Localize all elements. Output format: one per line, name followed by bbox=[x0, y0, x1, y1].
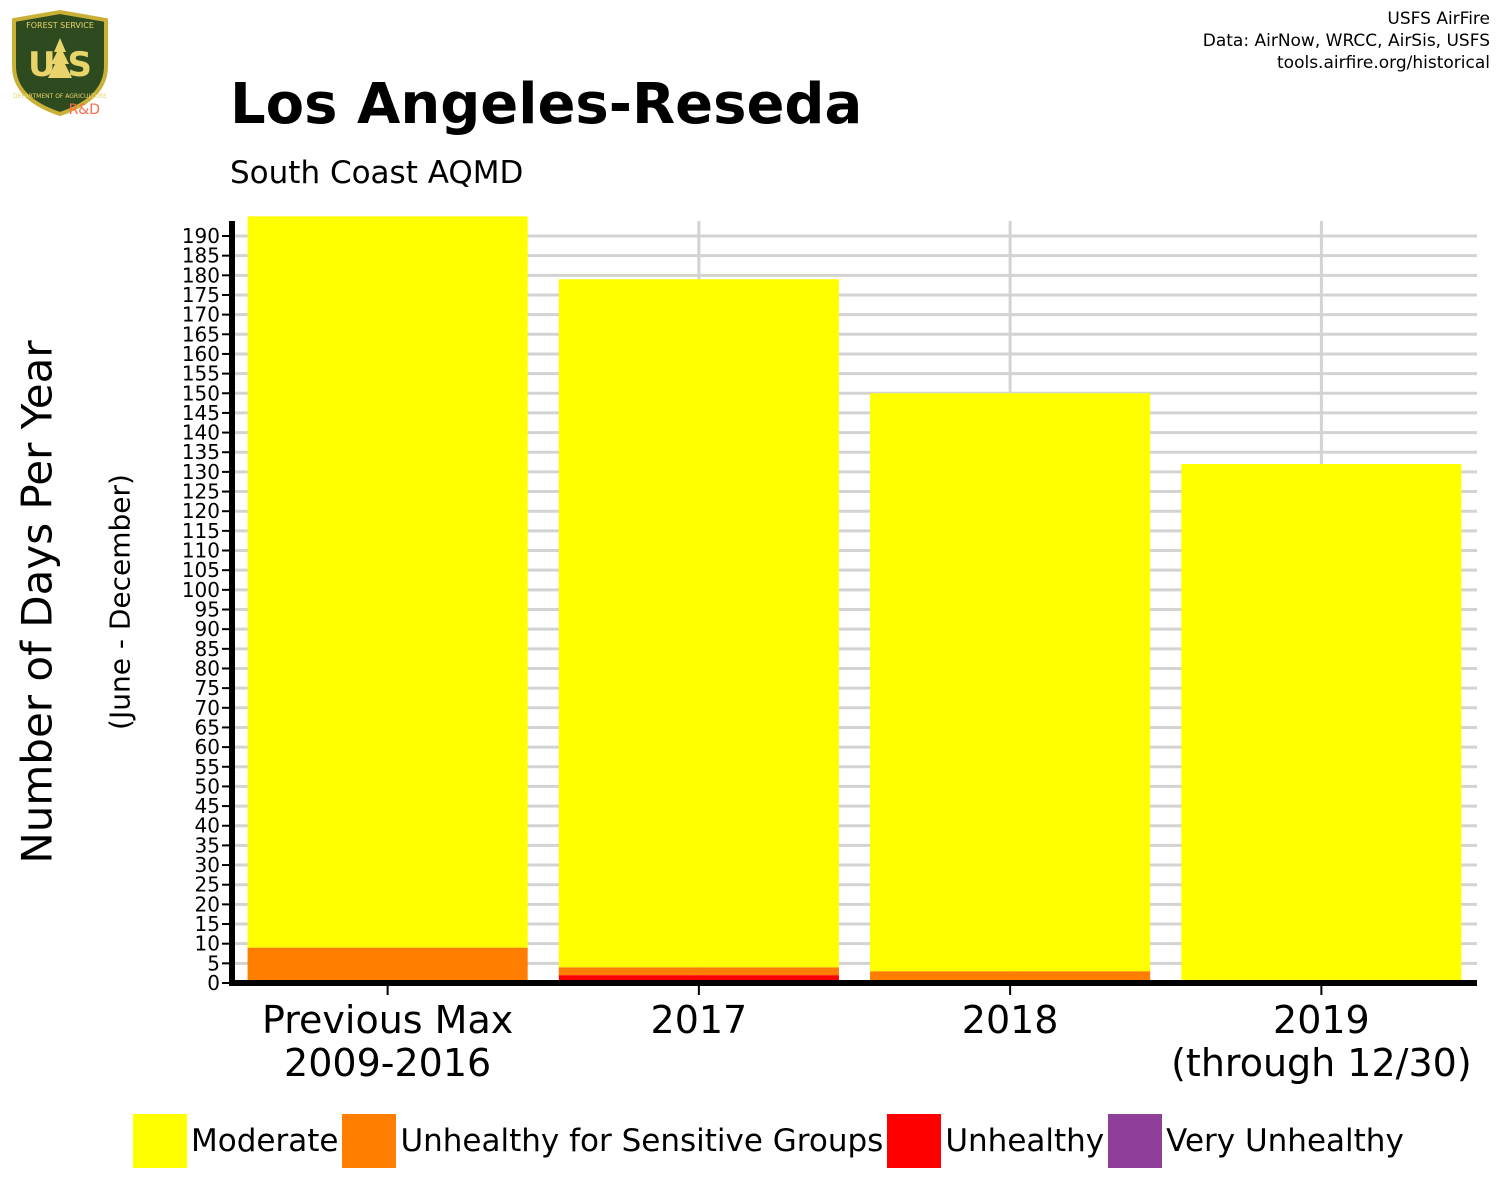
legend-item: Moderate bbox=[133, 1114, 338, 1168]
y-tick-label: 100 bbox=[182, 578, 220, 602]
y-tick-label: 90 bbox=[195, 617, 220, 641]
legend-label: Moderate bbox=[191, 1123, 339, 1159]
y-tick-label: 110 bbox=[182, 539, 220, 563]
legend-label: Unhealthy for Sensitive Groups bbox=[400, 1123, 884, 1159]
x-tick-label: Previous Max bbox=[262, 998, 513, 1042]
y-tick-label: 15 bbox=[195, 912, 220, 936]
y-tick-label: 175 bbox=[182, 283, 220, 307]
y-tick-label: 70 bbox=[195, 696, 220, 720]
x-tick-label: 2009-2016 bbox=[284, 1041, 491, 1085]
y-tick-label: 65 bbox=[195, 715, 220, 739]
y-tick-label: 140 bbox=[182, 421, 220, 445]
y-tick-label: 50 bbox=[195, 774, 220, 798]
y-tick-label: 5 bbox=[207, 951, 220, 975]
y-tick-label: 45 bbox=[195, 794, 220, 818]
y-tick-label: 35 bbox=[195, 833, 220, 857]
chart-legend: Moderate Unhealthy for Sensitive Groups Un… bbox=[133, 1114, 1408, 1168]
y-tick-label: 120 bbox=[182, 499, 220, 523]
y-tick-label: 115 bbox=[182, 519, 220, 543]
credit-line: tools.airfire.org/historical bbox=[1277, 53, 1490, 73]
y-tick-label: 135 bbox=[182, 440, 220, 464]
chart-subtitle: South Coast AQMD bbox=[230, 155, 524, 191]
y-tick-label: 10 bbox=[195, 932, 220, 956]
bar-segment bbox=[247, 216, 528, 948]
y-tick-label: 20 bbox=[195, 892, 220, 916]
y-tick-label: 180 bbox=[182, 263, 220, 287]
legend-swatch bbox=[133, 1114, 187, 1168]
y-tick-label: 60 bbox=[195, 735, 220, 759]
x-tick-label: (through 12/30) bbox=[1171, 1041, 1472, 1085]
legend-swatch bbox=[342, 1114, 397, 1168]
legend-item: Unhealthy for Sensitive Groups bbox=[342, 1114, 883, 1168]
legend-swatch bbox=[887, 1114, 942, 1168]
y-tick-label: 75 bbox=[195, 676, 220, 700]
legend-swatch bbox=[1108, 1114, 1163, 1168]
bar-segment bbox=[558, 975, 839, 983]
usfs-shield-logo: FOREST SERVICE U S DEPARTMENT OF AGRICUL… bbox=[8, 8, 112, 118]
bar-segment bbox=[558, 967, 839, 976]
y-tick-label: 105 bbox=[182, 558, 220, 582]
x-tick-label: 2017 bbox=[651, 998, 748, 1042]
y-tick-label: 155 bbox=[182, 362, 220, 386]
bar-segment bbox=[870, 971, 1151, 983]
bar-segment bbox=[558, 279, 839, 968]
y-tick-label: 25 bbox=[195, 873, 220, 897]
x-tick-label: 2019 bbox=[1273, 998, 1370, 1042]
chart-title: Los Angeles-Reseda bbox=[230, 72, 863, 137]
y-tick-label: 80 bbox=[195, 656, 220, 680]
credit-line: USFS AirFire bbox=[1387, 9, 1490, 29]
y-tick-label: 40 bbox=[195, 814, 220, 838]
legend-item: Very Unhealthy bbox=[1108, 1114, 1404, 1168]
legend-label: Unhealthy bbox=[945, 1123, 1105, 1159]
y-tick-label: 160 bbox=[182, 342, 220, 366]
source-credits: USFS AirFire Data: AirNow, WRCC, AirSis,… bbox=[1203, 8, 1490, 74]
y-tick-label: 165 bbox=[182, 322, 220, 346]
x-tick-label: 2018 bbox=[962, 998, 1059, 1042]
y-tick-label: 145 bbox=[182, 401, 220, 425]
bar-segment bbox=[1181, 464, 1462, 983]
y-tick-label: 130 bbox=[182, 460, 220, 484]
bar-segment bbox=[870, 393, 1151, 972]
y-tick-label: 185 bbox=[182, 244, 220, 268]
credit-line: Data: AirNow, WRCC, AirSis, USFS bbox=[1202, 31, 1490, 51]
legend-label: Very Unhealthy bbox=[1166, 1123, 1404, 1159]
bar-segment bbox=[247, 947, 528, 983]
y-tick-label: 125 bbox=[182, 480, 220, 504]
y-tick-label: 85 bbox=[195, 637, 220, 661]
y-tick-label: 0 bbox=[207, 971, 220, 995]
y-tick-label: 190 bbox=[182, 224, 220, 248]
legend-item: Unhealthy bbox=[887, 1114, 1104, 1168]
y-tick-label: 30 bbox=[195, 853, 220, 877]
svg-text:FOREST SERVICE: FOREST SERVICE bbox=[26, 21, 94, 30]
y-tick-label: 55 bbox=[195, 755, 220, 779]
svg-text:DEPARTMENT OF AGRICULTURE: DEPARTMENT OF AGRICULTURE bbox=[13, 93, 107, 100]
svg-text:R&D: R&D bbox=[69, 102, 100, 118]
y-tick-label: 170 bbox=[182, 303, 220, 327]
y-tick-label: 150 bbox=[182, 381, 220, 405]
y-tick-label: 95 bbox=[195, 598, 220, 622]
